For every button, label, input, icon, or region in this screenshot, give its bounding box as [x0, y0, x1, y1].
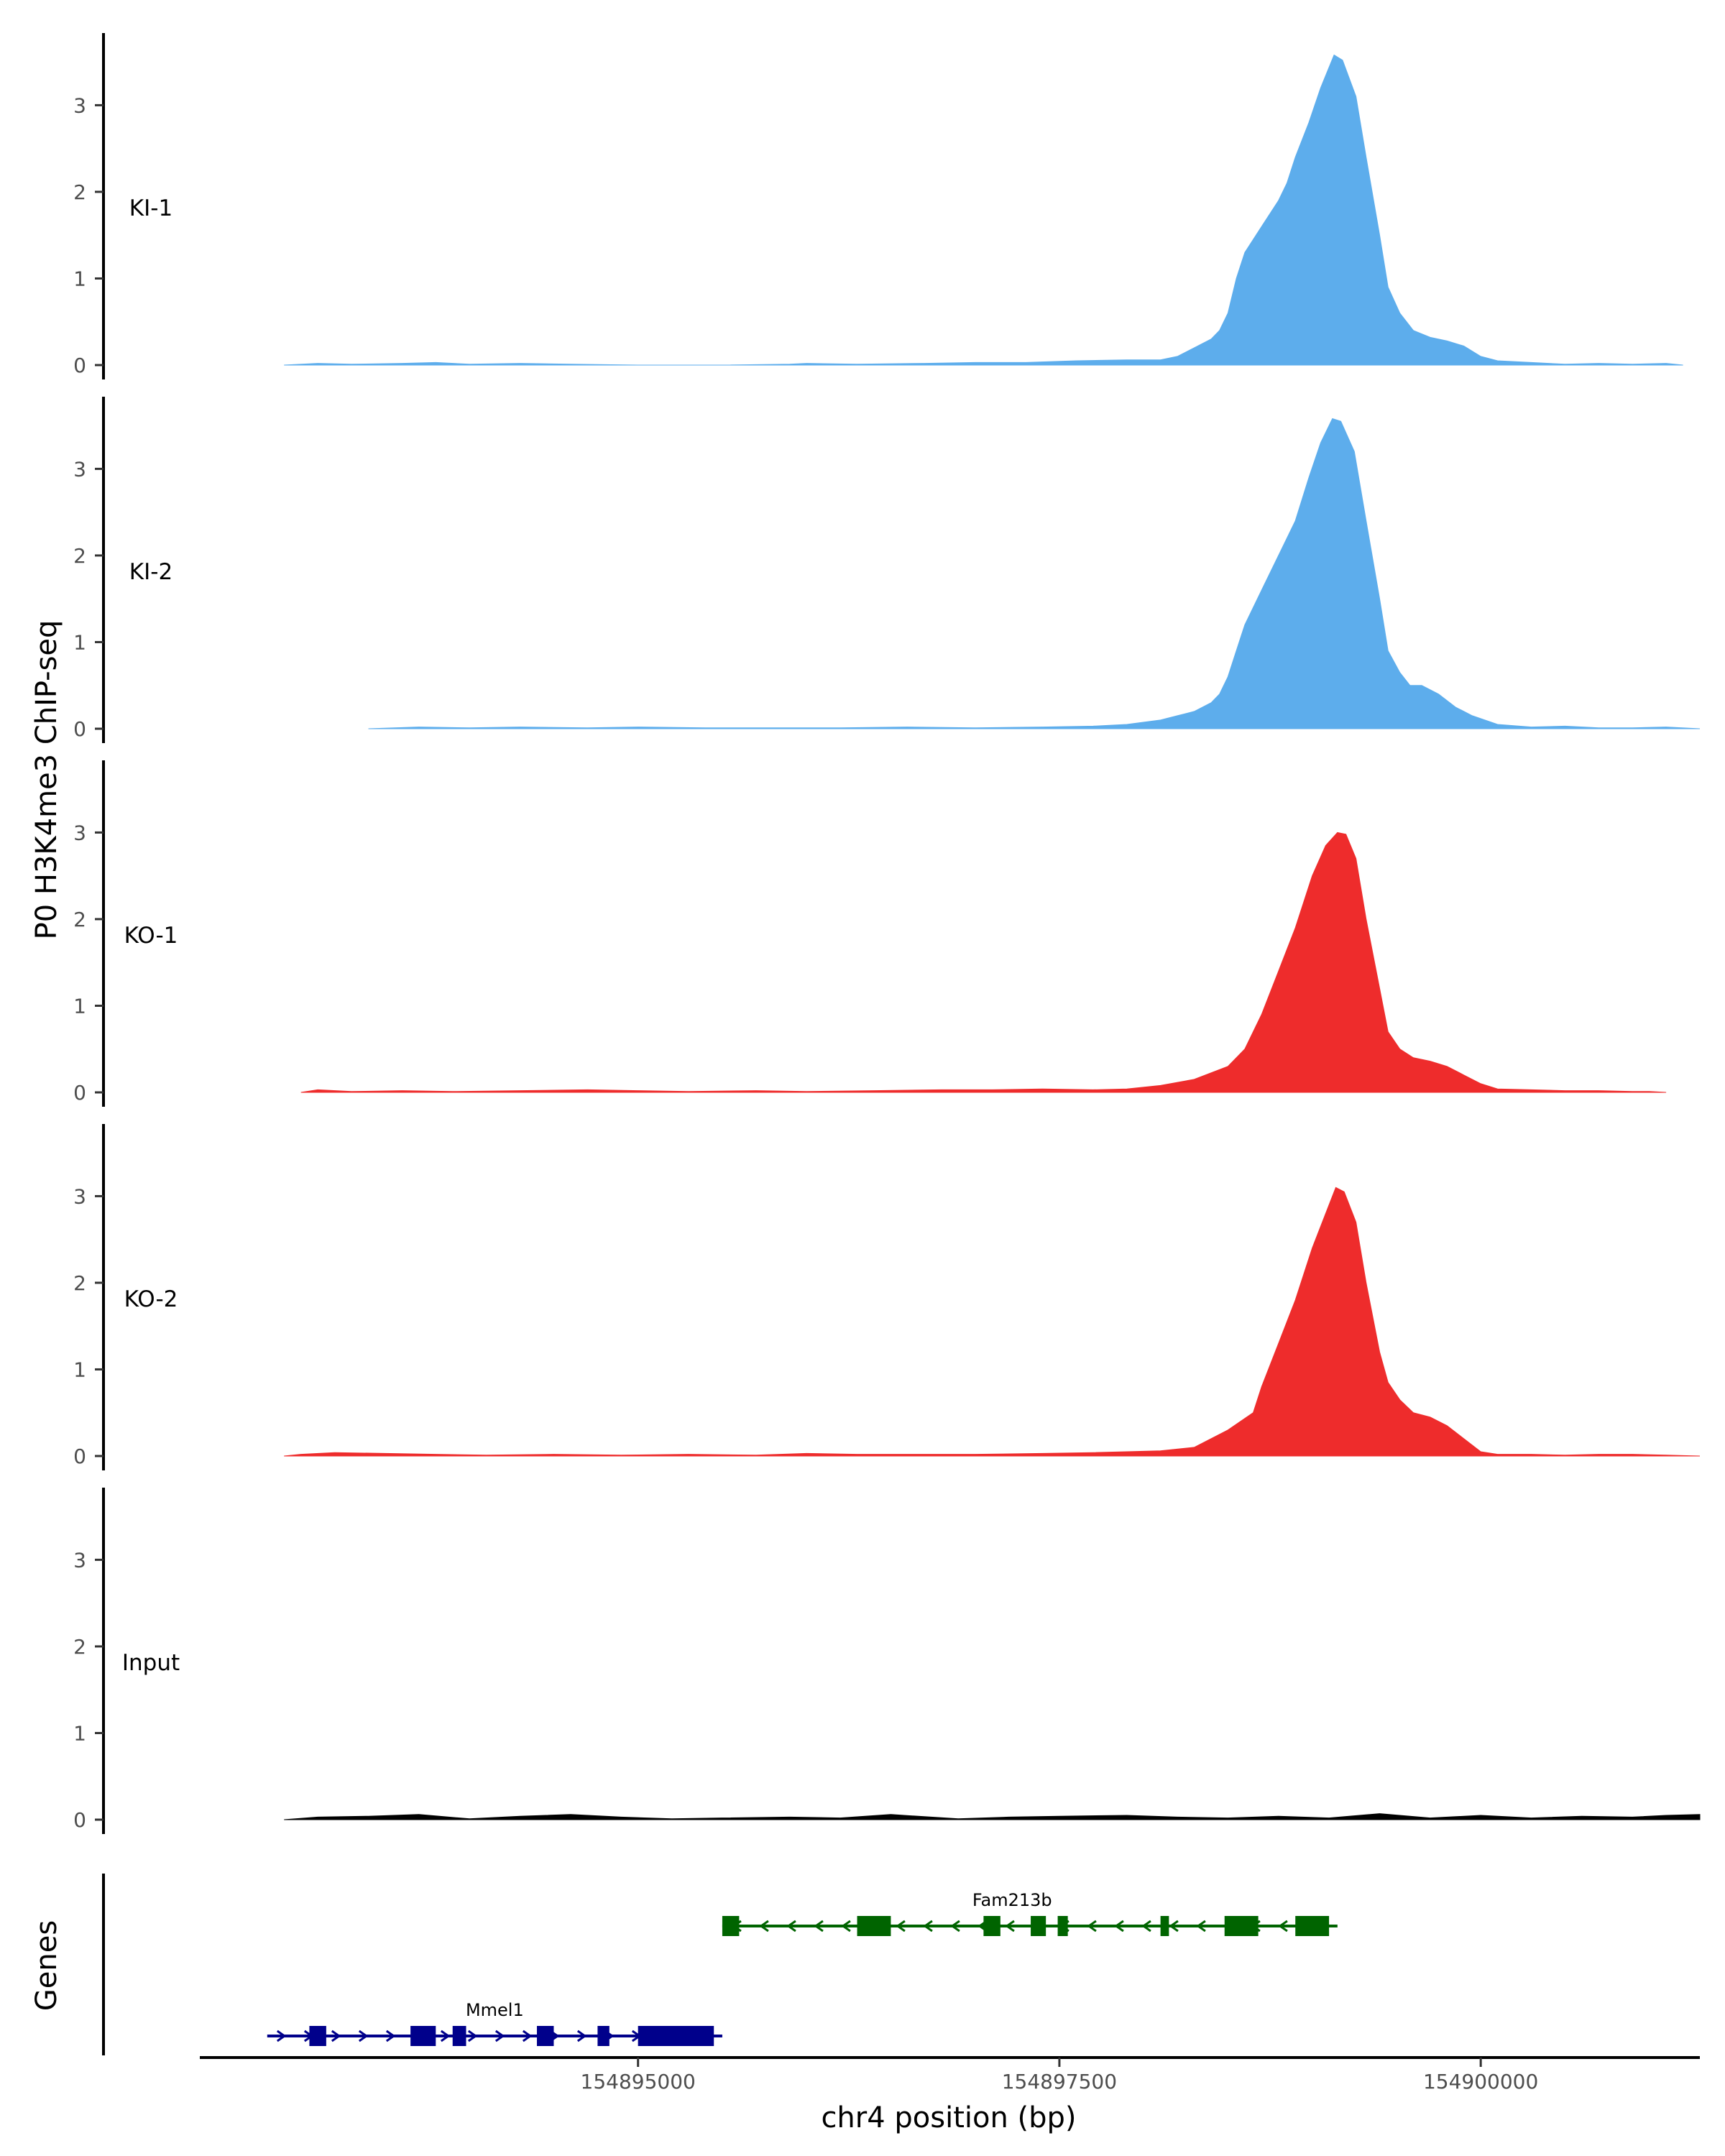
- track-label: KI-2: [129, 559, 172, 585]
- exon: [638, 2026, 714, 2046]
- x-tick-label: 154897500: [1002, 2070, 1117, 2093]
- y-tick-label: 1: [73, 994, 86, 1018]
- y-tick-label: 2: [73, 544, 86, 568]
- x-tick-label: 154900000: [1423, 2070, 1538, 2093]
- strand-arrow: [440, 2030, 451, 2042]
- strand-arrow: [467, 2030, 478, 2042]
- gene-fam213b: Fam213b: [722, 1890, 1338, 1936]
- exon: [452, 2026, 466, 2046]
- exon: [857, 1916, 891, 1936]
- exon: [1031, 1916, 1046, 1936]
- exon: [1295, 1916, 1330, 1936]
- strand-arrow: [759, 1920, 769, 1932]
- track-ki-1: 0 1 2 3 KI-1: [73, 33, 1683, 379]
- track-label: KI-1: [129, 195, 172, 221]
- y-tick-label: 3: [73, 1548, 86, 1572]
- exon: [983, 1916, 1000, 1936]
- strand-arrow: [841, 1920, 851, 1932]
- strand-arrow: [923, 1920, 933, 1932]
- track-ki-2: 0 1 2 3 KI-2: [73, 397, 1701, 743]
- y-tick-label: 3: [73, 457, 86, 481]
- x-axis: 154895000 154897500 154900000: [200, 2056, 1700, 2093]
- y-tick-label: 0: [73, 354, 86, 377]
- signal-area: [368, 418, 1701, 729]
- strand-arrow: [1114, 1920, 1124, 1932]
- exon: [722, 1916, 740, 1936]
- y-tick-label: 1: [73, 267, 86, 290]
- y-tick-label: 0: [73, 717, 86, 741]
- exon: [309, 2026, 326, 2046]
- strand-arrow: [385, 2030, 396, 2042]
- strand-arrow: [1141, 1920, 1151, 1932]
- y-tick-label: 0: [73, 1445, 86, 1468]
- strand-arrow: [1087, 1920, 1097, 1932]
- signal-area: [284, 1187, 1701, 1457]
- signal-area: [300, 831, 1667, 1093]
- strand-arrow: [331, 2030, 341, 2042]
- gene-label: Fam213b: [972, 1890, 1052, 1910]
- strand-arrow: [786, 1920, 796, 1932]
- y-tick-label: 3: [73, 1184, 86, 1208]
- strand-arrow: [494, 2030, 505, 2042]
- exon: [1160, 1916, 1169, 1936]
- strand-arrow: [1196, 1920, 1206, 1932]
- y-tick-label: 0: [73, 1081, 86, 1105]
- track-label: Input: [122, 1650, 180, 1676]
- y-axis-title: P0 H3K4me3 ChIP-seq: [30, 620, 63, 940]
- gene-label: Mmel1: [466, 2000, 524, 2020]
- gene-track: Mmel1 Fam213b: [102, 1874, 1338, 2055]
- y-tick-label: 2: [73, 908, 86, 931]
- signal-tracks: 0 1 2 3 KI-1 0 1 2 3 KI-2 0 1 2 3 KO-1 0 1 2 3 KO-2 0 1 2 3 Inpu…: [73, 33, 1701, 1834]
- track-ko-1: 0 1 2 3 KO-1: [73, 760, 1667, 1107]
- y-tick-label: 1: [73, 1721, 86, 1745]
- y-tick-label: 3: [73, 821, 86, 844]
- y-tick-label: 0: [73, 1808, 86, 1832]
- track-input: 0 1 2 3 Input: [73, 1488, 1701, 1834]
- exon: [597, 2026, 610, 2046]
- strand-arrow: [1005, 1920, 1015, 1932]
- signal-area: [284, 1813, 1701, 1820]
- exon: [410, 2026, 436, 2046]
- x-tick-label: 154895000: [581, 2070, 696, 2093]
- strand-arrow: [522, 2030, 533, 2042]
- strand-arrow: [950, 1920, 960, 1932]
- y-tick-label: 3: [73, 93, 86, 117]
- x-axis-title: chr4 position (bp): [821, 2101, 1076, 2134]
- exon: [1057, 1916, 1068, 1936]
- gene-mmel1: Mmel1: [267, 2000, 722, 2046]
- y-tick-label: 1: [73, 630, 86, 654]
- strand-arrow: [358, 2030, 369, 2042]
- track-ko-2: 0 1 2 3 KO-2: [73, 1124, 1701, 1470]
- exon: [1224, 1916, 1259, 1936]
- y-tick-label: 2: [73, 180, 86, 204]
- y-tick-label: 1: [73, 1358, 86, 1381]
- strand-arrow: [1278, 1920, 1288, 1932]
- y-tick-label: 2: [73, 1635, 86, 1659]
- signal-area: [284, 54, 1683, 366]
- track-label: KO-1: [124, 923, 178, 949]
- strand-arrow: [576, 2030, 587, 2042]
- strand-arrow: [276, 2030, 287, 2042]
- strand-arrow: [814, 1920, 824, 1932]
- genes-track-title: Genes: [30, 1920, 63, 2011]
- strand-arrow: [896, 1920, 906, 1932]
- exon: [536, 2026, 554, 2046]
- track-label: KO-2: [124, 1286, 178, 1312]
- strand-arrow: [1169, 1920, 1179, 1932]
- y-tick-label: 2: [73, 1271, 86, 1295]
